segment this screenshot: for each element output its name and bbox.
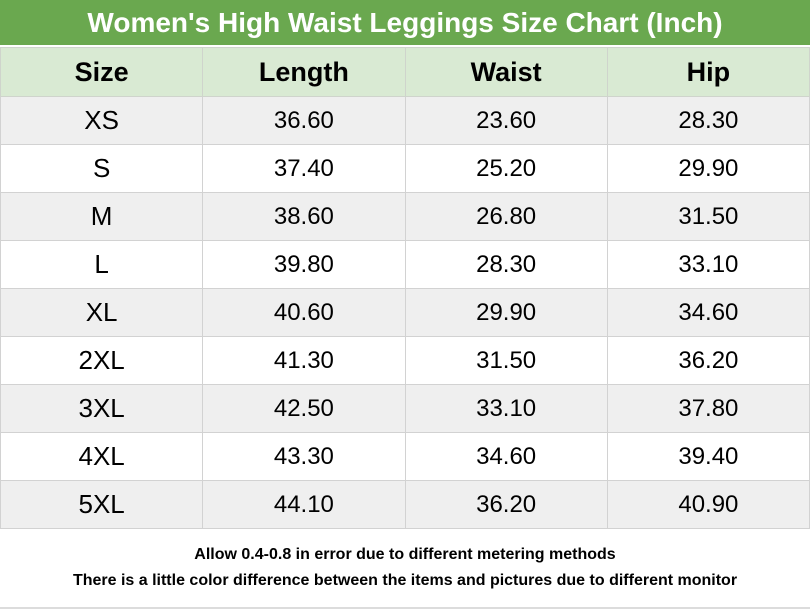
measurement-cell: 36.20 (606, 336, 810, 385)
table-row: L 39.80 28.30 33.10 (0, 240, 810, 289)
measurement-cell: 25.20 (404, 144, 608, 193)
size-chart-title-bar: Women's High Waist Leggings Size Chart (… (0, 0, 810, 47)
measurement-cell: 29.90 (606, 144, 810, 193)
measurement-cell: 41.30 (202, 336, 406, 385)
size-cell: 3XL (0, 384, 204, 433)
page-title: Women's High Waist Leggings Size Chart (… (87, 6, 723, 38)
measurement-cell: 34.60 (606, 288, 810, 337)
measurement-cell: 26.80 (404, 192, 608, 241)
column-header-waist: Waist (404, 47, 608, 97)
disclaimer-footer: Allow 0.4-0.8 in error due to different … (0, 529, 810, 609)
measurement-cell: 31.50 (404, 336, 608, 385)
measurement-cell: 34.60 (404, 432, 608, 481)
table-row: 5XL 44.10 36.20 40.90 (0, 480, 810, 529)
size-cell: 5XL (0, 480, 204, 529)
table-row: S 37.40 25.20 29.90 (0, 144, 810, 193)
column-header-size: Size (0, 47, 204, 97)
table-row: XS 36.60 23.60 28.30 (0, 96, 810, 145)
size-table-body: XS 36.60 23.60 28.30 S 37.40 25.20 29.90 M 38.60 2… (0, 96, 810, 529)
size-chart-table-head: Size Length Waist Hip (0, 47, 810, 97)
measurement-cell: 28.30 (404, 240, 608, 289)
measurement-cell: 33.10 (606, 240, 810, 289)
measurement-cell: 44.10 (202, 480, 406, 529)
measurement-cell: 39.40 (606, 432, 810, 481)
measurement-cell: 42.50 (202, 384, 406, 433)
measurement-cell: 39.80 (202, 240, 406, 289)
size-cell: XS (0, 96, 204, 145)
size-cell: XL (0, 288, 204, 337)
size-cell: S (0, 144, 204, 193)
measurement-cell: 40.60 (202, 288, 406, 337)
measurement-cell: 38.60 (202, 192, 406, 241)
size-cell: 2XL (0, 336, 204, 385)
measurement-cell: 37.80 (606, 384, 810, 433)
table-row: 3XL 42.50 33.10 37.80 (0, 384, 810, 433)
size-chart-table: Size Length Waist Hip XS 36.60 23.60 28.30 S… (0, 47, 810, 529)
measurement-cell: 31.50 (606, 192, 810, 241)
table-row: XL 40.60 29.90 34.60 (0, 288, 810, 337)
measurement-cell: 37.40 (202, 144, 406, 193)
size-cell: M (0, 192, 204, 241)
table-row: 2XL 41.30 31.50 36.20 (0, 336, 810, 385)
size-cell: 4XL (0, 432, 204, 481)
measurement-cell: 29.90 (404, 288, 608, 337)
table-row: 4XL 43.30 34.60 39.40 (0, 432, 810, 481)
measurement-cell: 36.60 (202, 96, 406, 145)
size-cell: L (0, 240, 204, 289)
header-row: Size Length Waist Hip (0, 47, 810, 97)
column-header-hip: Hip (606, 47, 810, 97)
measurement-cell: 23.60 (404, 96, 608, 145)
table-row: M 38.60 26.80 31.50 (0, 192, 810, 241)
measurement-cell: 28.30 (606, 96, 810, 145)
disclaimer-line-2: There is a little color difference betwe… (72, 572, 738, 589)
column-header-length: Length (202, 47, 406, 97)
measurement-cell: 33.10 (404, 384, 608, 433)
disclaimer-line-1: Allow 0.4-0.8 in error due to different … (194, 546, 616, 563)
measurement-cell: 40.90 (606, 480, 810, 529)
measurement-cell: 36.20 (404, 480, 608, 529)
measurement-cell: 43.30 (202, 432, 406, 481)
